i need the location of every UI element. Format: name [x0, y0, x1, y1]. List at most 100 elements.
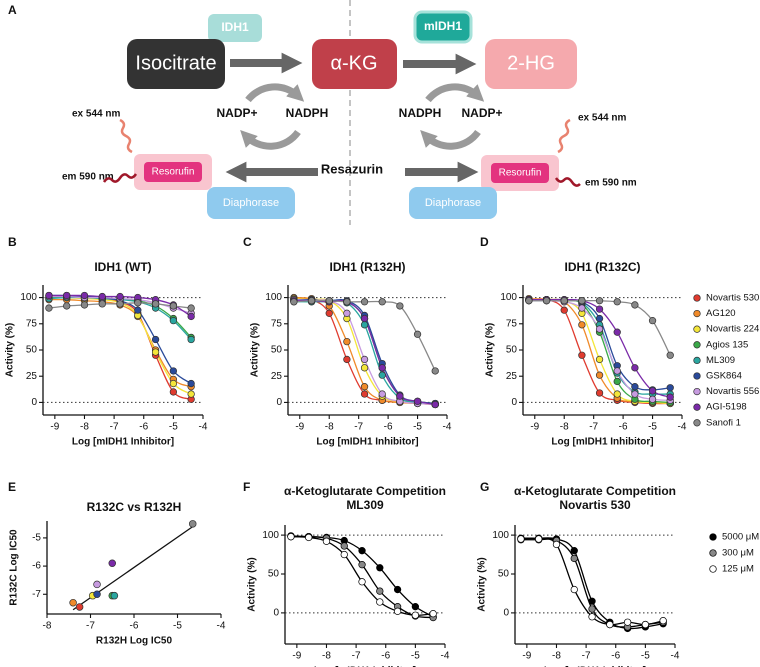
enzyme-box: [208, 14, 262, 42]
legend-marker: [709, 565, 717, 573]
legend-marker: [693, 419, 701, 427]
data-point: [595, 325, 604, 333]
y-tick-label: 75: [506, 318, 518, 329]
legend-marker: [709, 533, 717, 541]
x-tick-label: -5: [173, 621, 182, 632]
data-point: [98, 300, 106, 308]
data-point: [411, 611, 420, 619]
x-tick-label: -8: [560, 422, 569, 433]
data-point: [376, 587, 384, 595]
x-tick-label: -9: [50, 422, 59, 433]
cofactor: NADP+: [461, 106, 502, 120]
x-tick-label: -6: [130, 621, 139, 632]
cofactor: NADP+: [216, 106, 257, 120]
x-tick-label: -9: [530, 422, 539, 433]
y-axis-label: R132C Log IC50: [9, 529, 20, 606]
data-point: [80, 301, 89, 309]
x-tick-label: -9: [295, 422, 304, 433]
data-point: [93, 580, 101, 589]
data-point: [169, 367, 178, 375]
data-point: [169, 316, 178, 325]
data-point: [613, 377, 621, 386]
data-point: [578, 321, 586, 329]
data-point: [560, 306, 568, 314]
cycle-arrow: [245, 83, 305, 103]
legend-marker: [693, 387, 701, 396]
metabolite-box: [485, 39, 577, 89]
data-point: [429, 610, 437, 618]
data-point: [343, 298, 351, 306]
fit-curve: [528, 298, 671, 398]
legend-label: AG120: [706, 308, 736, 319]
x-tick-label: -4: [443, 422, 452, 433]
y-tick-label: 50: [506, 345, 518, 356]
data-point: [659, 617, 667, 625]
y-axis-label: Activity (%): [477, 557, 488, 611]
data-point: [343, 309, 351, 317]
legend-label: Novartis 224: [706, 324, 759, 335]
y-axis-label: Activity (%): [5, 323, 16, 377]
x-tick-label: -4: [199, 422, 208, 433]
data-point: [98, 292, 106, 301]
wavelength-label: em 590 nm: [62, 172, 114, 183]
cycle-arrow: [420, 129, 481, 150]
data-point: [613, 298, 621, 306]
data-point: [578, 351, 586, 359]
x-axis-label: Log [mIDH1 Inhibitor]: [316, 437, 418, 448]
legend-marker: [693, 372, 701, 380]
data-point: [631, 364, 639, 372]
metabolite-box: [312, 39, 397, 89]
legend-label: 125 μM: [722, 564, 754, 575]
x-tick-label: -4: [671, 651, 680, 662]
chart-title: α-Ketoglutarate Competition: [514, 484, 676, 498]
fit-curve: [528, 299, 671, 395]
data-point: [570, 547, 578, 555]
data-point: [560, 297, 568, 305]
x-axis-label: Log [mIDH1 Inhibitor]: [314, 666, 416, 667]
legend-marker: [693, 341, 701, 349]
x-tick-label: -7: [352, 651, 361, 662]
chart-title: α-Ketoglutarate Competition: [284, 484, 446, 498]
data-point: [151, 348, 160, 356]
data-point: [595, 389, 604, 397]
data-point: [631, 390, 639, 398]
data-point: [45, 304, 53, 312]
y-tick-label: 100: [500, 292, 517, 303]
legend-marker: [693, 309, 701, 318]
data-point: [360, 390, 369, 398]
x-axis-label: Log [mIDH1 Inhibitor]: [544, 666, 646, 667]
y-tick-label: 100: [262, 530, 279, 541]
data-point: [151, 335, 160, 344]
y-tick-label: 100: [492, 530, 509, 541]
x-tick-label: -5: [169, 422, 178, 433]
panel-label: C: [243, 235, 252, 249]
x-tick-label: -7: [589, 422, 598, 433]
data-point: [613, 390, 621, 398]
emission-wave: [102, 173, 138, 183]
data-point: [305, 533, 313, 542]
data-point: [376, 564, 384, 572]
y-axis-label: Activity (%): [485, 323, 496, 377]
legend-marker: [693, 325, 701, 333]
metabolite-label: Isocitrate: [135, 52, 216, 74]
x-tick-label: -6: [619, 422, 628, 433]
data-point: [376, 598, 384, 606]
data-point: [169, 379, 178, 388]
data-point: [396, 302, 404, 310]
x-axis-label: Log [mIDH1 Inhibitor]: [72, 437, 174, 448]
x-tick-label: -5: [413, 422, 422, 433]
data-point: [570, 554, 578, 563]
x-tick-label: -8: [43, 621, 52, 632]
enzyme-label: Diaphorase: [425, 197, 481, 209]
x-tick-label: -5: [411, 651, 420, 662]
y-axis-label: Activity (%): [247, 557, 258, 611]
x-tick-label: -5: [648, 422, 657, 433]
data-point: [358, 561, 366, 569]
data-point: [623, 618, 632, 626]
cycle-arrow: [425, 83, 485, 103]
data-point: [378, 364, 386, 372]
wavelength-label: em 590 nm: [585, 178, 637, 189]
data-point: [606, 620, 614, 629]
chart-title: R132C vs R132H: [87, 500, 182, 514]
data-point: [648, 316, 657, 325]
